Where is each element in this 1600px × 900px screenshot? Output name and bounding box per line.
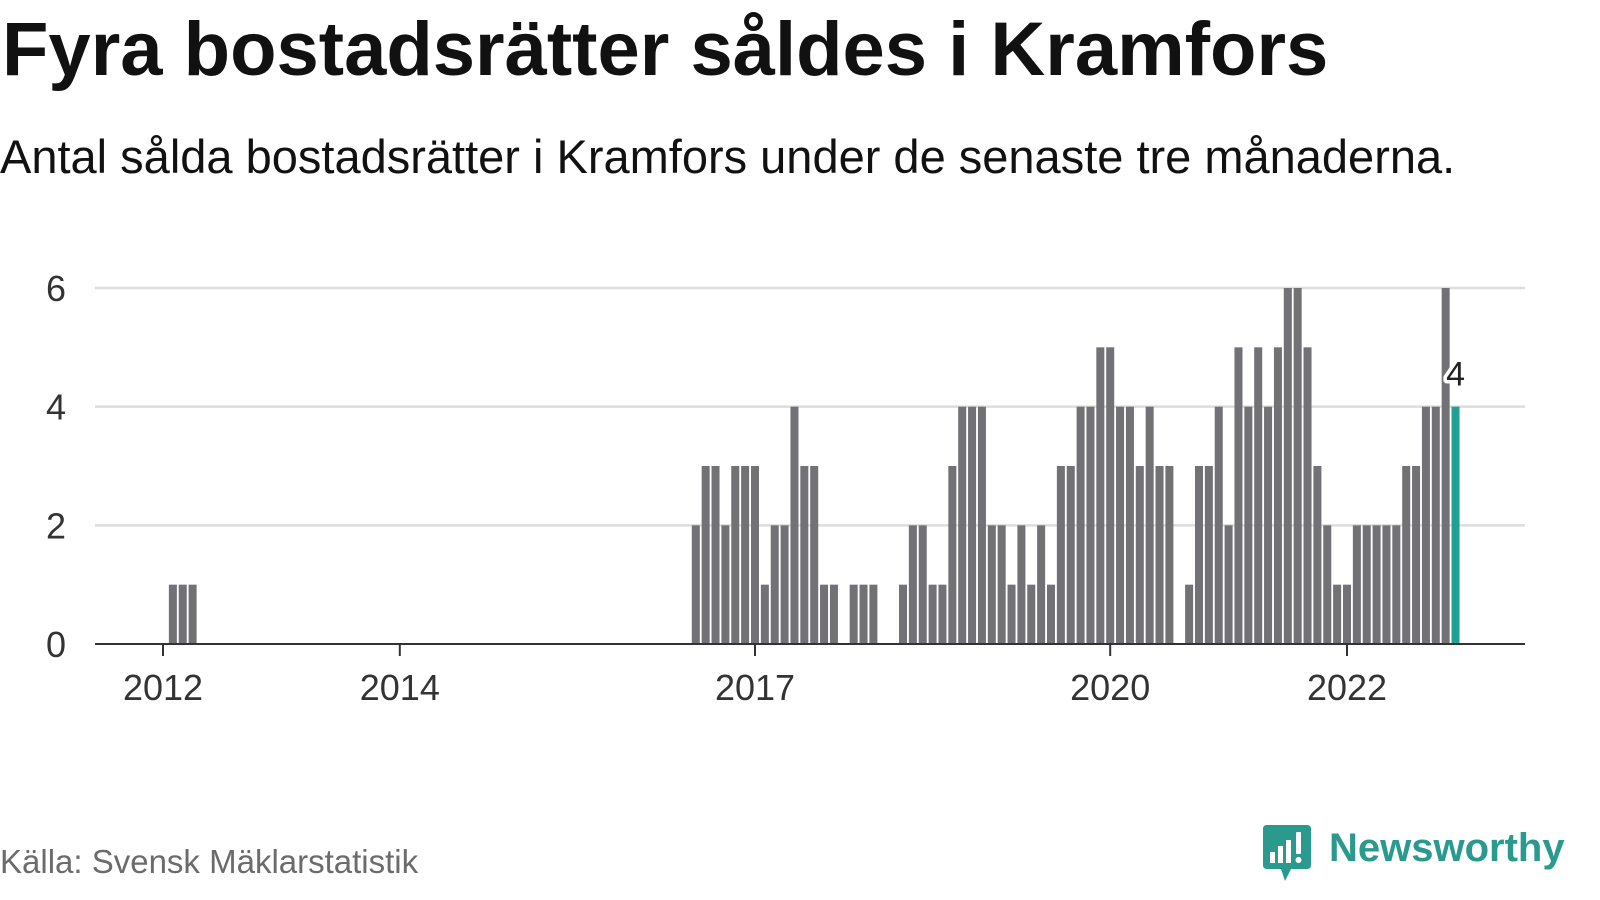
bar [869,584,878,644]
bar [1155,466,1164,644]
chart-title: Fyra bostadsrätter såldes i Kramfors [2,7,1329,92]
bar [1037,525,1046,644]
bar [1264,406,1273,644]
bar [958,406,967,644]
bar [1273,347,1282,644]
bar [760,584,769,644]
bar [1283,288,1292,644]
bar [1323,525,1332,644]
bar [188,584,197,644]
value-label: 4 [1446,356,1465,394]
bar [1362,525,1371,644]
bar [820,584,829,644]
bar [1066,466,1075,644]
bar [1333,584,1342,644]
bar [178,584,187,644]
bar [800,466,809,644]
bar [1313,466,1322,644]
bar-highlight [1451,406,1460,644]
bar [1214,406,1223,644]
bar [1204,466,1213,644]
bar [938,584,947,644]
bar [1116,406,1125,644]
bar [1234,347,1243,644]
y-tick-label: 0 [46,624,66,665]
bar [1441,288,1450,644]
bar [859,584,868,644]
bar [968,406,977,644]
bar [1047,584,1055,644]
bar [1352,525,1361,644]
bar [977,406,986,644]
bar [849,584,858,644]
newsworthy-chart-bubble-icon [1263,825,1311,881]
bar [987,525,996,644]
bar [1254,347,1263,644]
chart-subtitle: Antal sålda bostadsrätter i Kramfors und… [0,130,1456,183]
bar [928,584,937,644]
x-tick-label: 2022 [1307,667,1387,708]
bar [1027,584,1036,644]
bar [1421,406,1430,644]
bar [1431,406,1440,644]
bar [691,525,700,644]
bar [770,525,779,644]
bar [790,406,799,644]
data-labels: 4 [1443,352,1469,397]
bar [1244,406,1253,644]
bar [1392,525,1401,644]
y-tick-label: 6 [46,268,66,309]
y-tick-label: 4 [46,387,66,428]
bar [1007,584,1016,644]
bar [1185,584,1194,644]
bar [810,466,819,644]
bar [1135,466,1144,644]
bar [751,466,759,644]
bar [1096,347,1105,644]
bar [168,584,177,644]
bar [829,584,838,644]
x-tick-label: 2017 [715,667,795,708]
bar [741,466,750,644]
bar [948,466,957,644]
bar [1402,466,1411,644]
bar [1303,347,1312,644]
x-tick-label: 2014 [360,667,440,708]
bar [1372,525,1381,644]
bar [1382,525,1391,644]
y-tick-label: 2 [46,505,66,546]
bar [711,466,720,644]
bar [721,525,730,644]
x-tick-label: 2012 [123,667,203,708]
bar [731,466,740,644]
bar [1165,466,1174,644]
bar [1086,406,1095,644]
newsworthy-logo: Newsworthy [1261,823,1596,885]
source-note: Källa: Svensk Mäklarstatistik [0,843,419,880]
bar [780,525,789,644]
bar [1412,466,1421,644]
bar [1056,466,1065,644]
bar [899,584,907,644]
bar [1224,525,1233,644]
bar [1106,347,1115,644]
x-tick-label: 2020 [1070,667,1150,708]
bar [918,525,927,644]
bar [1293,288,1302,644]
bar [701,466,710,644]
axes: 0 2 4 6 2012 2014 2017 2020 2022 [46,268,1525,708]
newsworthy-logo-text: Newsworthy [1329,826,1565,870]
bar [1076,406,1085,644]
bar [908,525,917,644]
bar [1125,406,1134,644]
bars [168,288,1460,644]
bar [1195,466,1203,644]
bar [1145,406,1154,644]
bar [1017,525,1026,644]
bar [1343,584,1351,644]
bar [997,525,1006,644]
